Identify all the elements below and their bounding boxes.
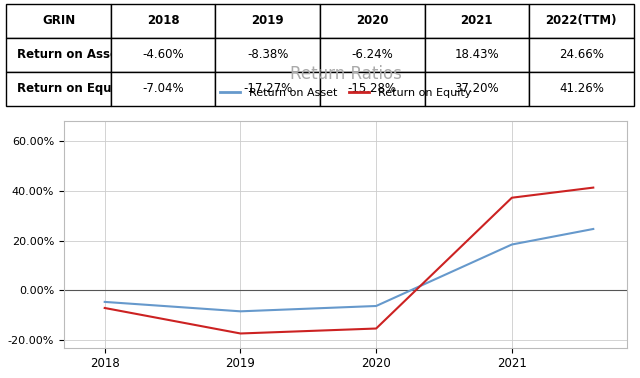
Title: Return Ratios: Return Ratios bbox=[290, 65, 401, 83]
Legend: Return on Asset, Return on Equity: Return on Asset, Return on Equity bbox=[218, 86, 473, 100]
